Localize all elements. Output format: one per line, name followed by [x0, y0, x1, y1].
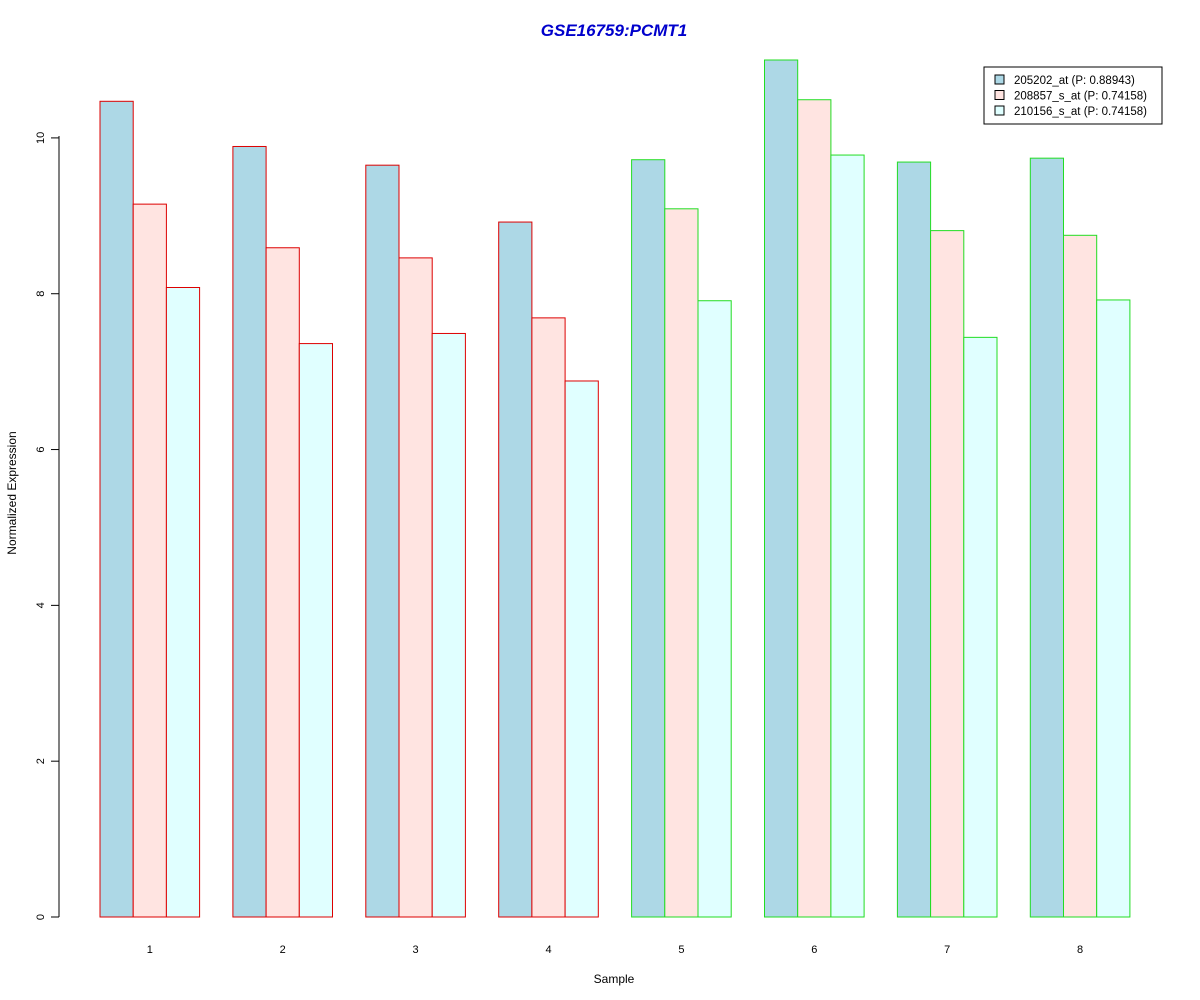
- x-tick-label: 3: [413, 944, 419, 956]
- chart-title: GSE16759:PCMT1: [541, 21, 687, 40]
- bar-sample-6-series-1: [764, 59, 799, 918]
- bar-sample-8-series-2: [1063, 234, 1098, 918]
- bar-sample-5-series-2: [664, 208, 699, 918]
- bar-sample-1-series-3: [165, 286, 201, 918]
- bar-sample-4-series-3: [564, 380, 599, 918]
- legend-swatch: [994, 105, 1005, 116]
- bar-sample-2-series-1: [232, 145, 267, 918]
- y-axis: 0 2 4 6 8 10: [35, 132, 60, 920]
- y-axis-title: Normalized Expression: [5, 431, 19, 554]
- x-tick-label: 8: [1077, 944, 1083, 956]
- y-tick-label: 0: [35, 914, 47, 920]
- bar-sample-2-series-3: [298, 343, 333, 918]
- bar-sample-4-series-2: [531, 317, 566, 918]
- x-tick-label: 4: [545, 944, 551, 956]
- y-tick-label: 8: [35, 291, 47, 297]
- bars-group: [99, 59, 1131, 918]
- legend-label: 208857_s_at (P: 0.74158): [1014, 91, 1147, 103]
- x-tick-label: 1: [147, 944, 153, 956]
- x-axis-labels: 1 2 3 4 5 6 7 8: [147, 944, 1083, 956]
- bar-sample-6-series-3: [830, 154, 865, 918]
- bar-sample-5-series-3: [697, 300, 732, 918]
- bar-sample-1-series-2: [132, 203, 167, 918]
- bar-sample-1-series-1: [99, 100, 134, 918]
- bar-sample-7-series-1: [896, 161, 932, 918]
- bar-sample-4-series-1: [498, 221, 533, 918]
- y-tick-label: 6: [35, 446, 47, 452]
- x-tick-label: 2: [280, 944, 286, 956]
- legend-swatch: [994, 90, 1005, 100]
- legend-swatch: [994, 74, 1005, 85]
- y-tick-label: 4: [35, 602, 47, 608]
- legend-label: 210156_s_at (P: 0.74158): [1014, 106, 1147, 118]
- legend-label: 205202_at (P: 0.88943): [1014, 75, 1135, 87]
- bar-sample-7-series-2: [930, 230, 965, 918]
- bar-sample-5-series-1: [631, 159, 666, 918]
- y-tick-label: 2: [35, 758, 47, 764]
- bar-sample-8-series-1: [1029, 157, 1065, 918]
- bar-sample-3-series-2: [398, 257, 433, 918]
- bar-sample-8-series-3: [1096, 299, 1131, 918]
- bar-sample-3-series-3: [431, 332, 466, 918]
- y-tick-label: 10: [35, 132, 47, 144]
- bar-sample-3-series-1: [365, 164, 400, 918]
- x-tick-label: 6: [811, 944, 817, 956]
- x-axis-title: Sample: [594, 972, 635, 986]
- legend-box: [983, 66, 1163, 125]
- bar-sample-2-series-2: [265, 247, 300, 918]
- x-tick-label: 7: [944, 944, 950, 956]
- bar-sample-7-series-3: [963, 336, 998, 918]
- legend: 205202_at (P: 0.88943) 208857_s_at (P: 0.…: [983, 66, 1163, 125]
- x-tick-label: 5: [678, 944, 684, 956]
- bar-sample-6-series-2: [797, 99, 832, 918]
